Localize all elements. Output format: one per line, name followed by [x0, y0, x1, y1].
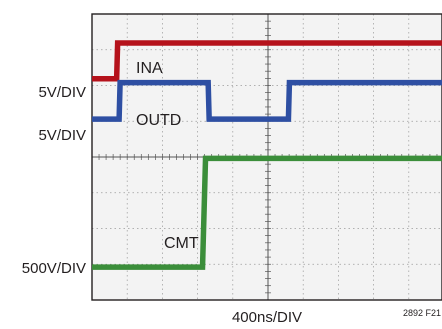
x-axis-label: 400ns/DIV — [232, 309, 302, 326]
scale-label-ina: 5V/DIV — [38, 84, 86, 101]
scale-label-cmt: 500V/DIV — [22, 260, 86, 277]
trace-label-cmt: CMT — [164, 235, 199, 252]
plot-frame — [91, 13, 442, 301]
trace-outd-pulse — [207, 82, 290, 120]
trace-label-ina: INA — [136, 60, 163, 77]
trace-label-outd: OUTD — [136, 112, 181, 129]
trace-ina — [92, 40, 442, 82]
traces — [92, 40, 442, 270]
trace-cmt — [92, 155, 442, 270]
scale-label-outd: 5V/DIV — [38, 127, 86, 144]
figure-id: 2892 F21 — [403, 308, 441, 318]
